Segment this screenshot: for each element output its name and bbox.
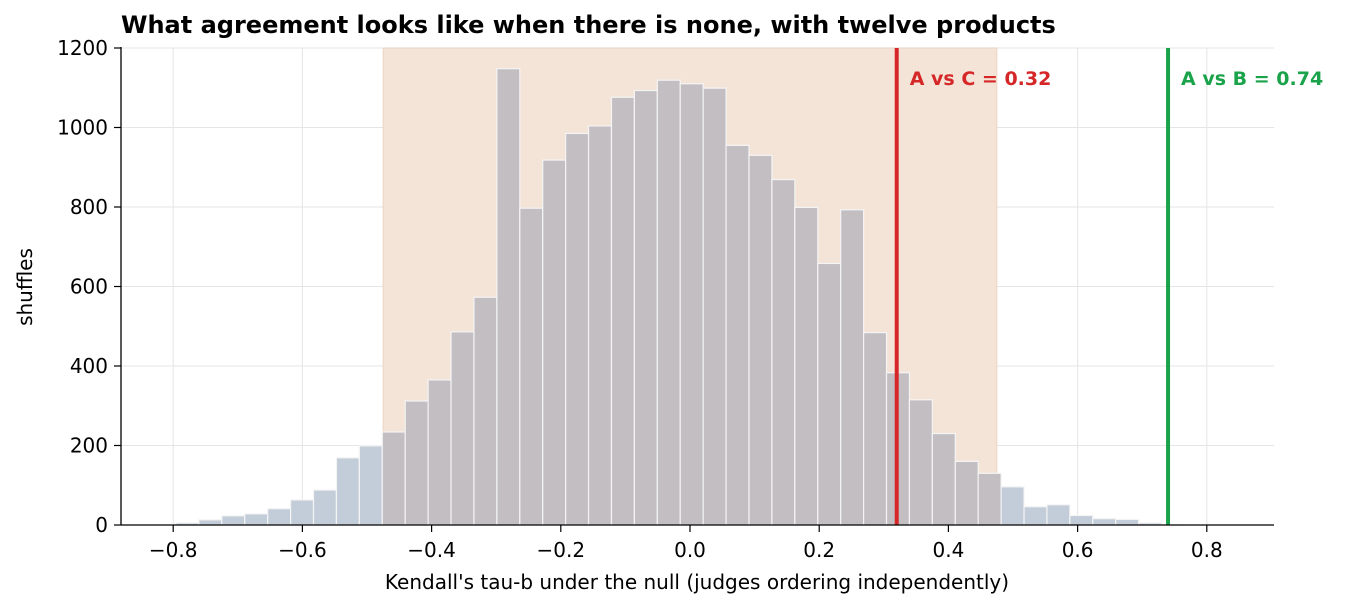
x-tick-label: 0.2: [803, 538, 835, 562]
reference-label: A vs B = 0.74: [1181, 68, 1323, 90]
x-ticks: −0.8 −0.6 −0.4 −0.2 0.0 0.2 0.4 0.6 0.8: [149, 525, 1223, 562]
histogram-bar: [702, 87, 727, 526]
histogram-bar: [427, 379, 452, 526]
histogram-bar: [335, 457, 360, 526]
histogram-bar: [587, 125, 613, 526]
histogram-bar: [198, 519, 223, 526]
histogram-bar: [771, 178, 796, 526]
y-tick-label: 400: [70, 354, 108, 378]
histogram-bar: [794, 206, 819, 526]
histogram-bar: [1023, 506, 1048, 526]
histogram-bar: [358, 445, 383, 526]
y-ticks: 0 200 400 600 800 1000 1200: [57, 36, 121, 537]
histogram-bar: [1115, 518, 1140, 526]
y-tick-label: 0: [95, 513, 108, 537]
x-tick-label: −0.6: [278, 538, 327, 562]
histogram-bar: [840, 209, 865, 526]
y-axis-label: shuffles: [13, 248, 37, 326]
x-tick-label: 0.8: [1191, 538, 1223, 562]
histogram-bar: [954, 460, 979, 526]
histogram-bar: [725, 144, 750, 526]
histogram-bar: [679, 83, 704, 526]
histogram-bars: [175, 68, 1186, 526]
histogram-bar: [610, 96, 635, 526]
histogram-bar: [1092, 518, 1117, 526]
histogram-bar: [267, 508, 292, 526]
histogram-bar: [1046, 504, 1071, 526]
x-tick-label: 0.0: [674, 538, 706, 562]
histogram-bar: [312, 489, 338, 526]
y-tick-label: 1000: [57, 116, 108, 140]
x-axis-label: Kendall's tau-b under the null (judges o…: [385, 570, 1009, 594]
histogram-bar: [381, 431, 406, 526]
histogram-bar: [290, 499, 315, 526]
histogram-bar: [221, 515, 246, 526]
histogram-bar: [1069, 514, 1094, 526]
y-tick-label: 800: [70, 195, 108, 219]
y-tick-label: 200: [70, 434, 108, 458]
x-tick-label: 0.6: [1062, 538, 1094, 562]
histogram-bar: [542, 159, 567, 526]
histogram-bar: [633, 89, 658, 526]
y-tick-label: 1200: [57, 36, 108, 60]
histogram-bar: [817, 262, 842, 526]
x-tick-label: −0.4: [407, 538, 456, 562]
histogram-bar: [519, 207, 544, 526]
reference-lines: A vs C = 0.32 A vs B = 0.74: [894, 48, 1323, 525]
histogram-bar: [450, 331, 475, 526]
histogram-bar: [565, 132, 590, 526]
histogram-bar: [931, 432, 956, 526]
x-tick-label: −0.8: [149, 538, 198, 562]
histogram-bar: [748, 154, 773, 526]
x-tick-label: 0.4: [932, 538, 964, 562]
histogram-bar: [656, 79, 681, 526]
histogram-bar: [977, 472, 1002, 526]
reference-label: A vs C = 0.32: [910, 68, 1052, 90]
histogram-bar: [1000, 486, 1025, 526]
histogram-bar: [908, 399, 933, 526]
histogram-bar: [473, 296, 498, 526]
chart-title: What agreement looks like when there is …: [121, 11, 1056, 39]
histogram-bar: [404, 400, 429, 526]
histogram-bar: [862, 332, 888, 526]
x-tick-label: −0.2: [537, 538, 586, 562]
y-tick-label: 600: [70, 275, 108, 299]
histogram-bar: [244, 513, 269, 526]
histogram-bar: [496, 68, 521, 526]
